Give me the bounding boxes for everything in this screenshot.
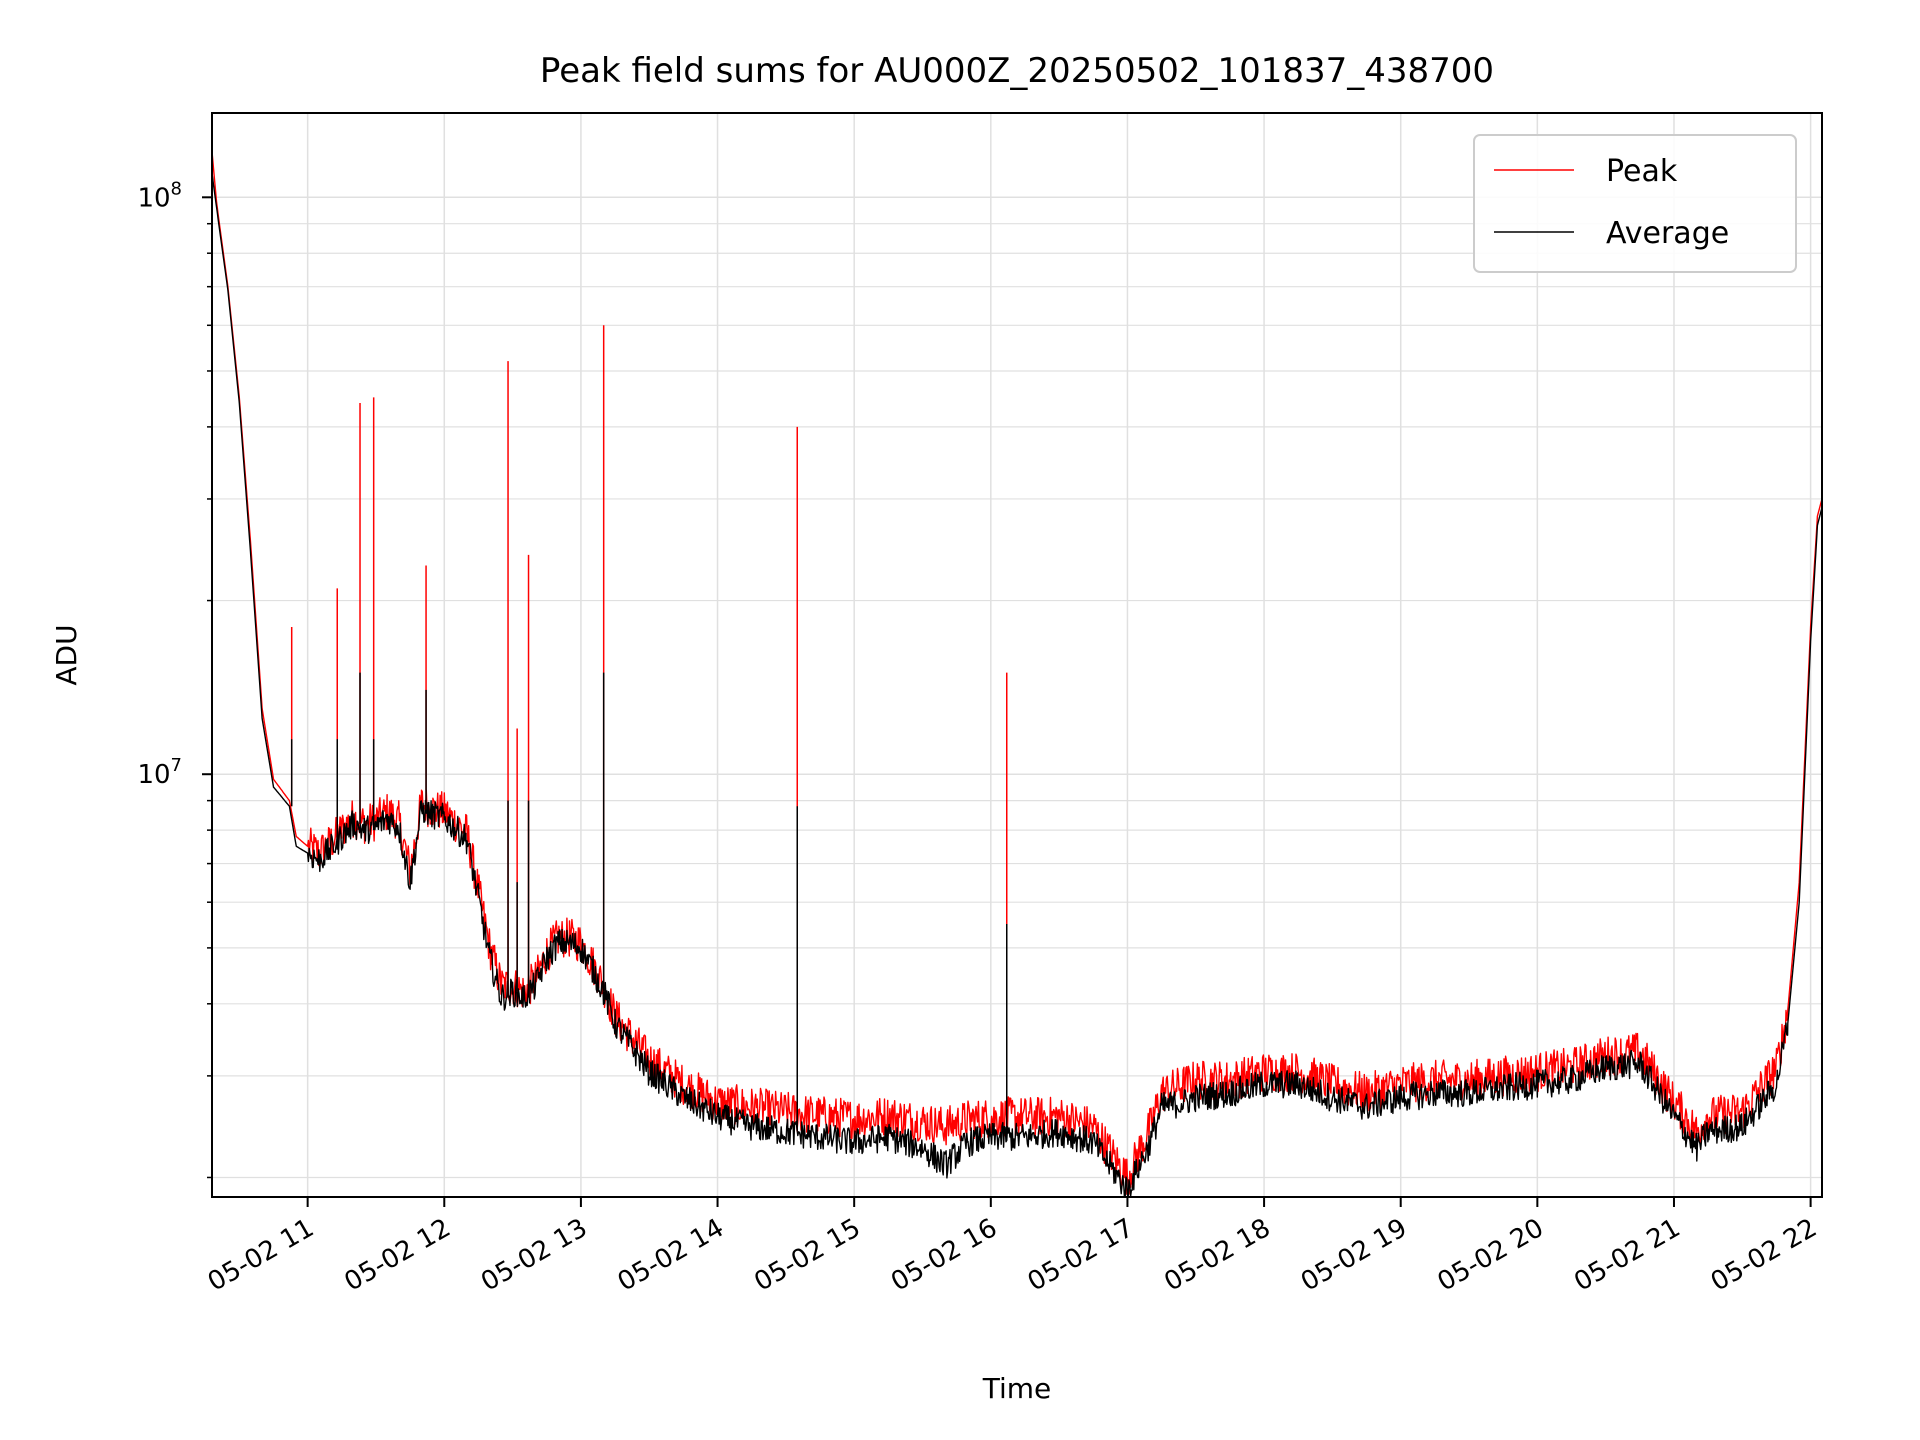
legend: Peak Average xyxy=(1473,134,1797,273)
legend-label-average: Average xyxy=(1606,216,1729,251)
y-axis-label: ADU xyxy=(50,624,83,685)
x-axis-label: Time xyxy=(982,1372,1052,1405)
y-tick-label: 107 xyxy=(137,755,182,790)
series-group xyxy=(211,151,1823,1198)
series-line-peak xyxy=(211,151,1823,1195)
legend-label-peak: Peak xyxy=(1606,154,1678,189)
plot-frame xyxy=(211,112,1823,1198)
chart-title: Peak field sums for AU000Z_20250502_1018… xyxy=(540,51,1494,91)
series-line-average xyxy=(211,173,1823,1198)
grid xyxy=(212,113,1822,1197)
y-tick-label: 108 xyxy=(137,178,182,213)
